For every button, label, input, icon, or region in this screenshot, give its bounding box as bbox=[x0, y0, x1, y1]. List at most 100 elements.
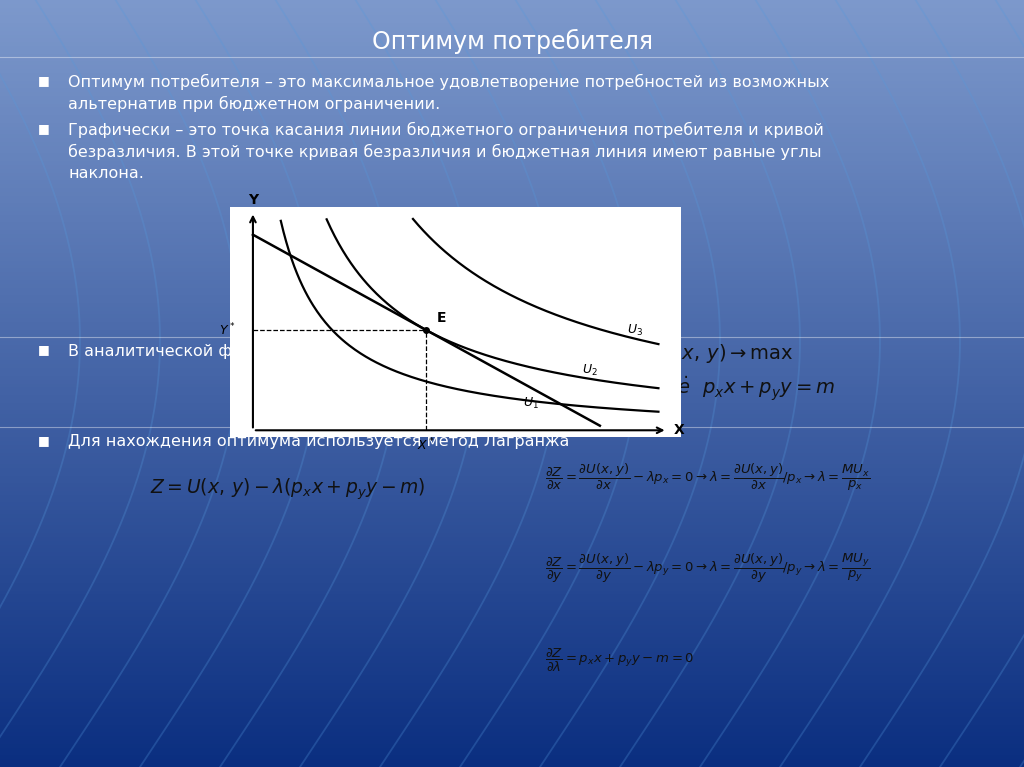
Bar bbox=[0, 574, 1024, 579]
Bar bbox=[0, 402, 1024, 407]
Bar bbox=[0, 7, 1024, 12]
Text: $\dfrac{\partial Z}{\partial x} = \dfrac{\partial U(x,y)}{\partial x} - \lambda : $\dfrac{\partial Z}{\partial x} = \dfrac… bbox=[545, 462, 870, 493]
Bar bbox=[0, 647, 1024, 652]
Text: ■: ■ bbox=[38, 74, 50, 87]
Bar bbox=[0, 628, 1024, 633]
Bar bbox=[0, 452, 1024, 456]
Bar bbox=[0, 160, 1024, 165]
Bar bbox=[0, 728, 1024, 732]
Bar bbox=[0, 417, 1024, 422]
Bar bbox=[0, 360, 1024, 364]
Bar bbox=[0, 540, 1024, 545]
Bar bbox=[0, 525, 1024, 529]
Text: $X^*$: $X^*$ bbox=[417, 437, 434, 454]
Bar bbox=[0, 3, 1024, 8]
Text: Для нахождения оптимума используется метод Лагранжа: Для нахождения оптимума используется мет… bbox=[68, 434, 569, 449]
Bar bbox=[0, 521, 1024, 525]
Bar bbox=[0, 655, 1024, 660]
Bar bbox=[0, 406, 1024, 410]
Bar bbox=[0, 586, 1024, 591]
Bar bbox=[0, 690, 1024, 694]
Bar bbox=[0, 218, 1024, 222]
Bar bbox=[0, 383, 1024, 387]
Bar bbox=[0, 168, 1024, 173]
Text: $Z = U(x,\,y) - \lambda(p_x x + p_y y - m)$: $Z = U(x,\,y) - \lambda(p_x x + p_y y - … bbox=[150, 477, 426, 502]
Bar bbox=[0, 337, 1024, 341]
Bar bbox=[0, 444, 1024, 449]
Bar bbox=[0, 751, 1024, 755]
Bar bbox=[0, 68, 1024, 73]
Bar bbox=[0, 325, 1024, 330]
Bar bbox=[0, 321, 1024, 326]
Bar bbox=[0, 272, 1024, 276]
Bar bbox=[0, 306, 1024, 311]
Bar bbox=[0, 609, 1024, 614]
Bar bbox=[0, 663, 1024, 667]
Bar bbox=[0, 87, 1024, 92]
Text: ■: ■ bbox=[38, 122, 50, 135]
Bar bbox=[0, 172, 1024, 176]
Bar bbox=[0, 352, 1024, 357]
Bar bbox=[0, 724, 1024, 729]
Bar bbox=[0, 103, 1024, 107]
Bar bbox=[0, 559, 1024, 564]
Text: Графически – это точка касания линии бюджетного ограничения потребителя и кривой: Графически – это точка касания линии бюд… bbox=[68, 122, 824, 138]
Text: $U_2$: $U_2$ bbox=[582, 363, 598, 378]
Bar bbox=[0, 467, 1024, 472]
Bar bbox=[0, 425, 1024, 430]
Bar bbox=[0, 705, 1024, 709]
Bar bbox=[0, 413, 1024, 418]
Bar bbox=[0, 179, 1024, 184]
Bar bbox=[0, 241, 1024, 245]
Bar bbox=[0, 739, 1024, 744]
Bar bbox=[0, 640, 1024, 644]
Bar bbox=[0, 736, 1024, 740]
Text: ■: ■ bbox=[38, 343, 50, 356]
Bar bbox=[0, 149, 1024, 153]
Text: Y: Y bbox=[248, 193, 258, 207]
Bar bbox=[0, 245, 1024, 249]
Bar bbox=[0, 528, 1024, 533]
Text: наклона.: наклона. bbox=[68, 166, 144, 181]
Bar bbox=[0, 632, 1024, 637]
Bar bbox=[0, 260, 1024, 265]
Bar bbox=[0, 644, 1024, 648]
Bar bbox=[0, 463, 1024, 468]
Text: $\dfrac{\partial Z}{\partial y} = \dfrac{\partial U(x,y)}{\partial y} - \lambda : $\dfrac{\partial Z}{\partial y} = \dfrac… bbox=[545, 552, 870, 585]
Bar bbox=[0, 398, 1024, 403]
Text: Оптимум потребителя: Оптимум потребителя bbox=[372, 29, 652, 54]
Bar bbox=[0, 563, 1024, 568]
Bar bbox=[0, 509, 1024, 514]
Bar bbox=[0, 122, 1024, 127]
Bar bbox=[0, 30, 1024, 35]
Bar bbox=[0, 375, 1024, 380]
Bar bbox=[0, 137, 1024, 142]
Bar bbox=[0, 318, 1024, 322]
Bar bbox=[0, 532, 1024, 537]
Bar bbox=[0, 759, 1024, 763]
Bar bbox=[0, 471, 1024, 476]
Bar bbox=[0, 11, 1024, 15]
Bar bbox=[0, 674, 1024, 679]
Bar bbox=[0, 64, 1024, 69]
Text: В аналитической форме оптимальный выбор означает: В аналитической форме оптимальный выбор … bbox=[68, 343, 535, 359]
Bar bbox=[0, 636, 1024, 640]
Bar bbox=[0, 114, 1024, 119]
Bar bbox=[0, 624, 1024, 629]
Bar bbox=[0, 601, 1024, 606]
Bar bbox=[0, 222, 1024, 226]
Bar bbox=[0, 651, 1024, 656]
Bar bbox=[0, 38, 1024, 42]
Bar bbox=[0, 295, 1024, 299]
Bar bbox=[0, 421, 1024, 426]
Bar bbox=[0, 709, 1024, 713]
Bar bbox=[0, 256, 1024, 261]
Bar bbox=[0, 670, 1024, 675]
Bar bbox=[0, 264, 1024, 268]
Bar bbox=[0, 686, 1024, 690]
Bar bbox=[0, 41, 1024, 46]
Bar bbox=[0, 356, 1024, 360]
Bar bbox=[0, 199, 1024, 203]
Bar bbox=[0, 22, 1024, 27]
Bar bbox=[0, 80, 1024, 84]
